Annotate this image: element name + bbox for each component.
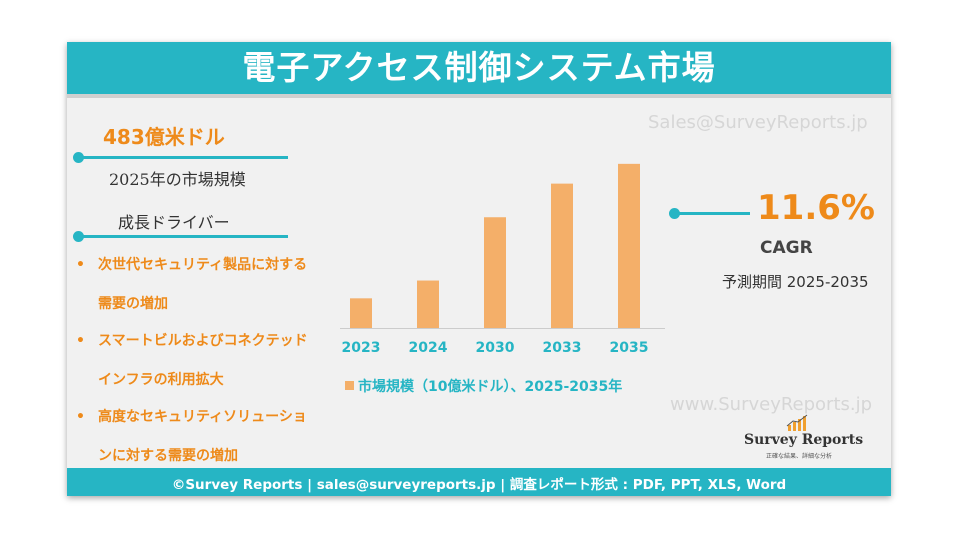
footer-bar: ©Survey Reports | sales@surveyreports.jp… xyxy=(67,468,891,496)
watermark-url: www.SurveyReports.jp xyxy=(670,394,873,415)
market-line xyxy=(78,156,288,159)
bullet-icon: • xyxy=(76,409,85,425)
driver-text: スマートビルおよびコネクテッド xyxy=(98,333,308,349)
logo-tagline: 正確な結果、詳細な分析 xyxy=(766,453,833,460)
survey-reports-logo: Survey Reports 正確な結果、詳細な分析 xyxy=(744,414,864,460)
driver-item: • 次世代セキュリティ製品に対する xyxy=(76,246,346,284)
forecast-period: 予測期間 2025-2035 xyxy=(722,273,869,291)
bar-2023 xyxy=(350,298,372,328)
bar-2030 xyxy=(484,217,506,328)
driver-text-cont: ンに対する需要の増加 xyxy=(98,448,238,464)
bullet-icon: • xyxy=(76,333,85,349)
bar-2035 xyxy=(618,163,640,328)
bar-chart-logo-icon xyxy=(786,414,808,431)
driver-item: • 高度なセキュリティソリューショ xyxy=(76,398,346,436)
cagr-value: 11.6% xyxy=(757,188,875,228)
driver-text: 高度なセキュリティソリューショ xyxy=(98,409,307,425)
header-bar: 電子アクセス制御システム市場 xyxy=(67,42,891,94)
x-tick-label: 2033 xyxy=(543,340,582,356)
x-tick-label: 2023 xyxy=(342,340,381,356)
x-tick-label: 2035 xyxy=(610,340,649,356)
drivers-line xyxy=(78,235,288,238)
legend-label: 市場規模（10億米ドル）、2025-2035年 xyxy=(358,379,623,395)
legend-swatch xyxy=(345,381,354,390)
infographic-card xyxy=(67,42,891,496)
driver-text: 次世代セキュリティ製品に対する xyxy=(98,257,308,273)
market-size-label: 2025年の市場規模 xyxy=(109,170,246,189)
driver-text-cont: 需要の増加 xyxy=(98,296,168,312)
page-title: 電子アクセス制御システム市場 xyxy=(242,48,716,87)
header-divider xyxy=(67,94,891,98)
logo-name: Survey Reports xyxy=(744,432,864,448)
market-bar-chart: 2023 2024 2030 2033 2035 xyxy=(340,163,665,356)
bar-2024 xyxy=(417,280,439,328)
cagr-label: CAGR xyxy=(760,238,813,258)
watermark-email: Sales@SurveyReports.jp xyxy=(648,112,868,133)
x-tick-label: 2024 xyxy=(409,340,448,356)
x-tick-label: 2030 xyxy=(476,340,515,356)
driver-item: • スマートビルおよびコネクテッド xyxy=(76,322,346,360)
market-size-value: 483億米ドル xyxy=(103,125,225,149)
bullet-icon: • xyxy=(76,257,85,273)
chart-legend: 市場規模（10億米ドル）、2025-2035年 xyxy=(345,376,622,396)
bar-2033 xyxy=(551,183,573,328)
cagr-line xyxy=(674,212,750,215)
footer-text: ©Survey Reports | sales@surveyreports.jp… xyxy=(171,477,787,493)
drivers-heading: 成長ドライバー xyxy=(118,213,230,232)
driver-text-cont: インフラの利用拡大 xyxy=(98,372,224,388)
